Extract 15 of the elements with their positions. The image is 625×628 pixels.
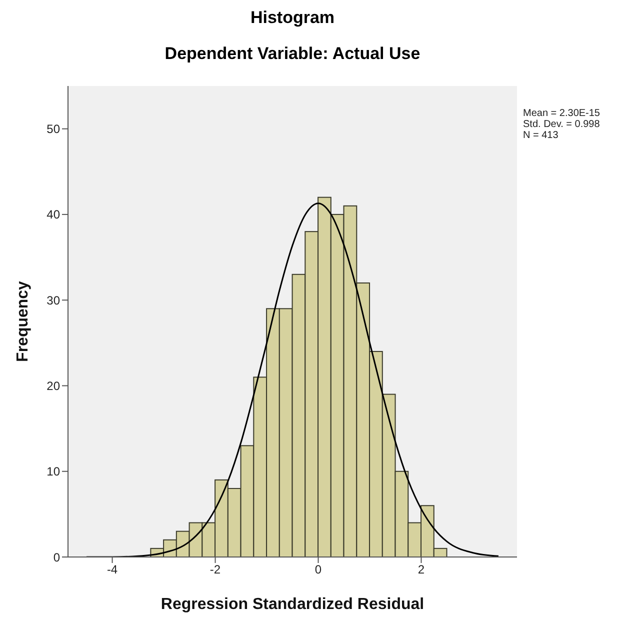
y-tick-label: 10 bbox=[46, 464, 60, 479]
y-axis-title: Frequency bbox=[14, 280, 32, 362]
x-axis-title: Regression Standardized Residual bbox=[160, 596, 424, 613]
chart-subtitle: Dependent Variable: Actual Use bbox=[164, 44, 422, 64]
y-tick-label: 50 bbox=[46, 122, 60, 136]
text: Mean = 2.30E-15 Std. Dev. = 0.998 N = 413 bbox=[523, 108, 601, 141]
x-tick-label: -2 bbox=[210, 562, 221, 577]
y-tick-label: 0 bbox=[53, 550, 60, 564]
y-tick-label: 20 bbox=[46, 378, 60, 393]
x-tick-label: 0 bbox=[314, 562, 322, 577]
x-tick-label: 2 bbox=[418, 562, 425, 577]
x-tick-label: -4 bbox=[106, 562, 118, 577]
chart-title: Histogram bbox=[249, 8, 336, 28]
y-tick-label: 40 bbox=[46, 208, 60, 222]
y-tick-label: 30 bbox=[46, 293, 60, 308]
